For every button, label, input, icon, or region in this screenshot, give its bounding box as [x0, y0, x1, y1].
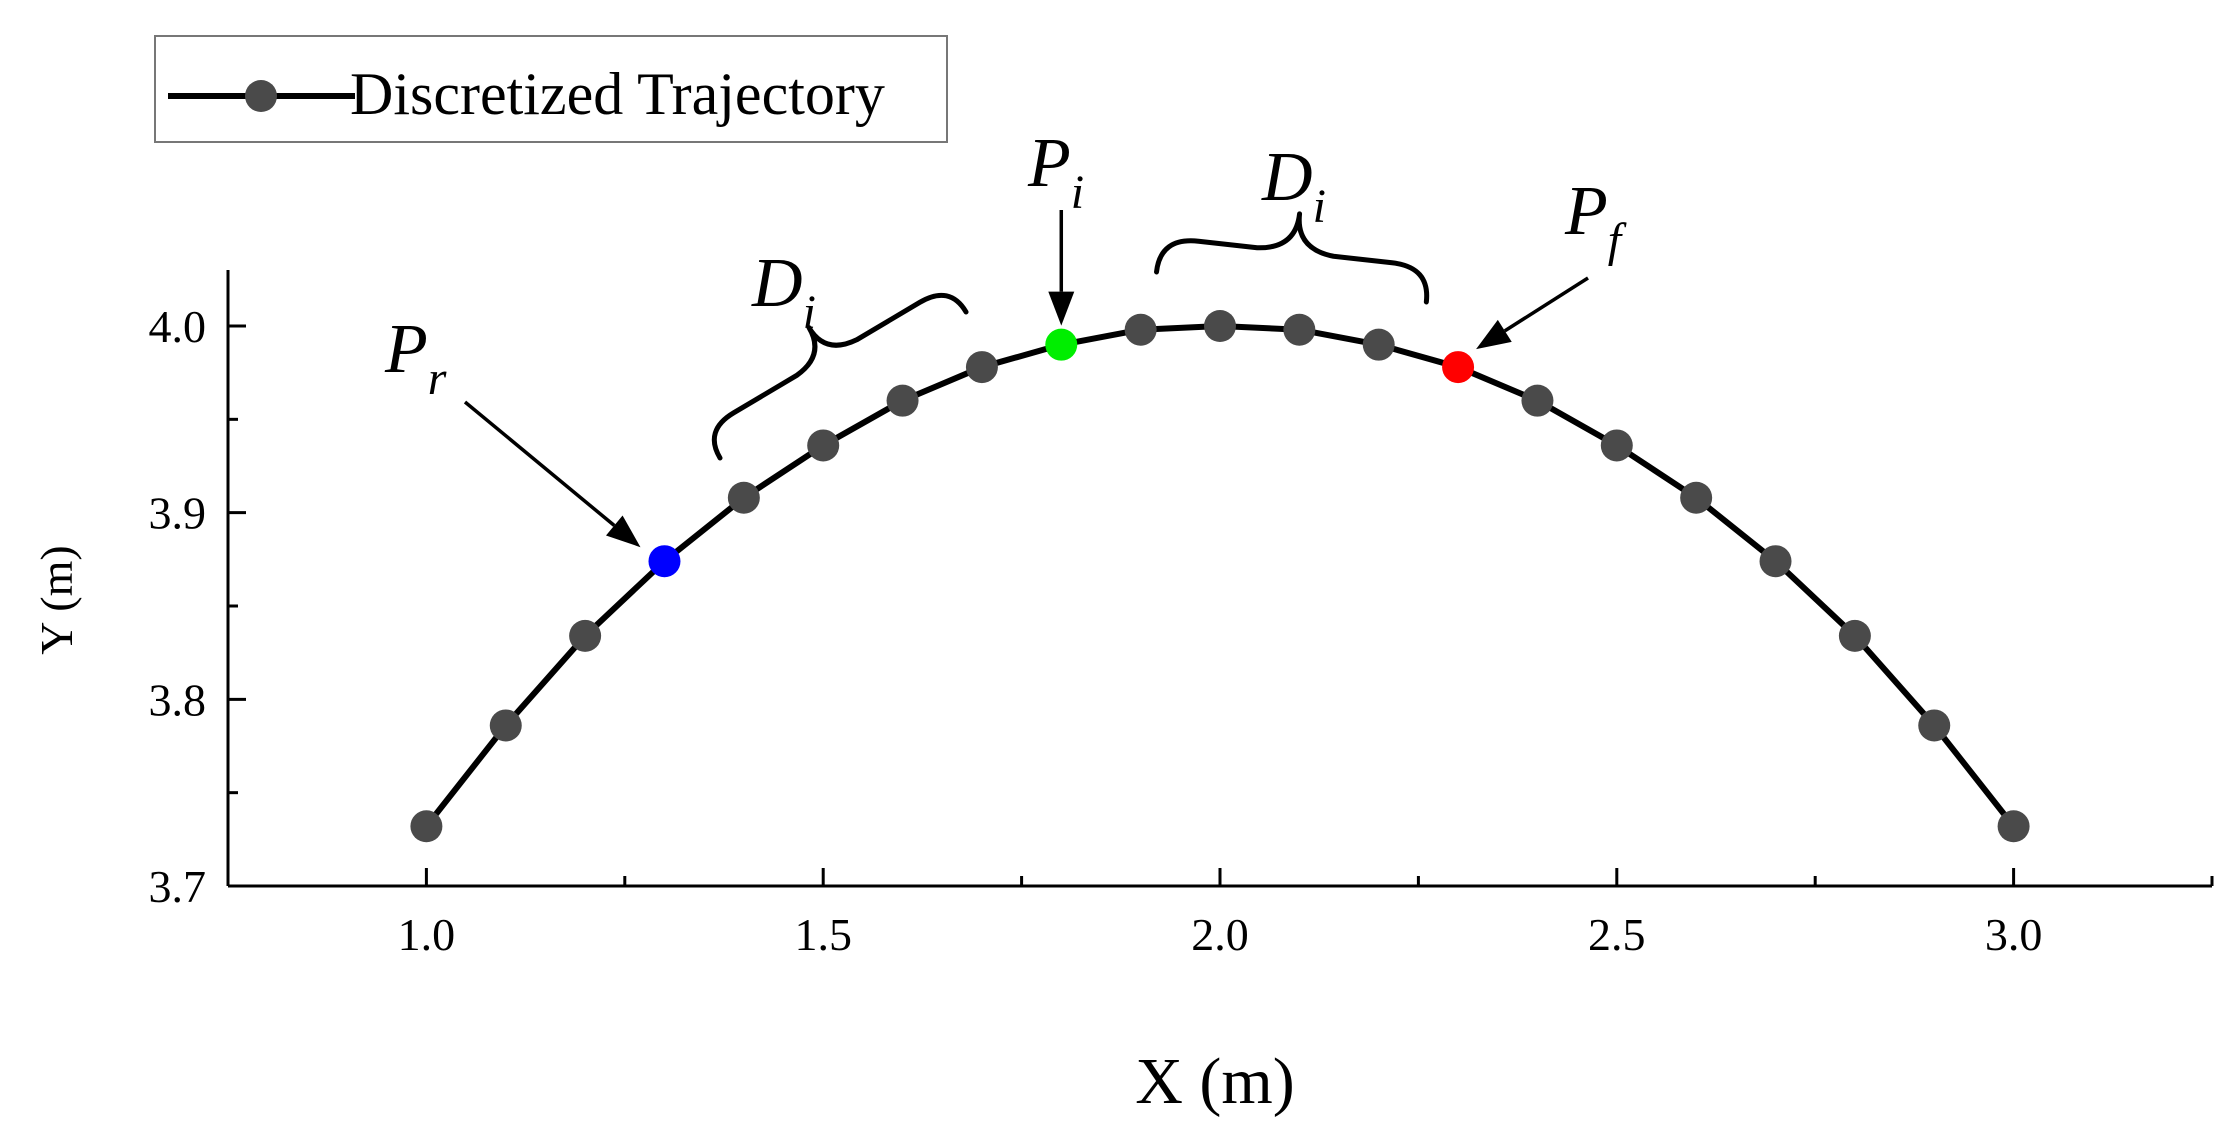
pf-label: Pf: [1564, 173, 1627, 267]
di-brace-left: [711, 292, 969, 461]
x-tick-label: 2.0: [1191, 909, 1249, 960]
trajectory-point-marker: [1918, 709, 1951, 742]
y-axis-label: Y (m): [31, 545, 82, 654]
highlighted-point-marker: [1442, 351, 1475, 384]
trajectory-point-marker: [727, 481, 760, 514]
pi-arrow-head: [1048, 291, 1075, 326]
di-label-right: Di: [1261, 139, 1326, 233]
x-tick-label: 3.0: [1985, 909, 2043, 960]
trajectory-point-marker: [1838, 619, 1871, 652]
trajectory-point-marker: [1997, 810, 2030, 843]
x-axis-label: X (m): [1135, 1045, 1294, 1118]
trajectory-point-marker: [965, 351, 998, 384]
pr-label: Pr: [384, 311, 447, 405]
trajectory-point-marker: [569, 619, 602, 652]
legend-marker-swatch: [245, 80, 277, 112]
y-tick-label: 3.7: [149, 861, 207, 912]
pi-label-subscript: i: [1071, 166, 1084, 219]
y-axis-ticks: 3.7 3.8 3.9 4.0: [149, 301, 246, 912]
highlighted-point-marker: [1045, 328, 1078, 361]
trajectory-point-marker: [1521, 384, 1554, 417]
legend: Discretized Trajectory: [154, 35, 948, 143]
trajectory-point-marker: [807, 429, 840, 462]
pr-label-subscript: r: [428, 352, 447, 405]
x-tick-label: 1.0: [398, 909, 456, 960]
pr-arrow-shaft: [463, 400, 616, 527]
di-brace-right: [1154, 211, 1430, 305]
trajectory-point-marker: [1283, 313, 1316, 346]
annotations: Pr Pi Pf Di Di: [384, 125, 1627, 548]
trajectory-point-marker: [1124, 313, 1157, 346]
pf-label-subscript: f: [1608, 214, 1627, 267]
pi-label: Pi: [1027, 125, 1084, 219]
pf-arrow: [1476, 276, 1589, 350]
x-tick-label: 1.5: [794, 909, 852, 960]
trajectory-point-marker: [886, 384, 919, 417]
trajectory-point-marker: [1204, 310, 1236, 342]
pf-arrow-shaft: [1503, 276, 1589, 333]
trajectory-point-marker: [1600, 429, 1633, 462]
highlighted-point-marker: [648, 545, 681, 578]
y-tick-label: 3.9: [149, 488, 207, 539]
legend-box: [154, 35, 948, 143]
x-tick-label: 2.5: [1588, 909, 1646, 960]
di-label-right-subscript: i: [1313, 180, 1326, 233]
y-tick-label: 4.0: [149, 301, 207, 352]
y-tick-label: 3.8: [149, 674, 207, 725]
trajectory-point-marker: [489, 709, 522, 742]
trajectory-point-marker: [1362, 328, 1395, 361]
pi-arrow: [1048, 210, 1075, 326]
trajectory-point-marker: [410, 810, 443, 843]
trajectory-point-marker: [1759, 545, 1792, 578]
di-label-left-subscript: i: [803, 286, 816, 339]
trajectory-point-marker: [1680, 481, 1713, 514]
trajectory-series: [410, 310, 2030, 843]
pr-arrow: [463, 400, 641, 548]
di-label-left: Di: [751, 245, 816, 339]
legend-label: Discretized Trajectory: [350, 61, 885, 127]
pr-arrow-head: [605, 515, 641, 548]
pf-arrow-head: [1476, 319, 1512, 350]
x-axis-ticks: 1.0 1.5 2.0 2.5 3.0: [226, 868, 2214, 960]
